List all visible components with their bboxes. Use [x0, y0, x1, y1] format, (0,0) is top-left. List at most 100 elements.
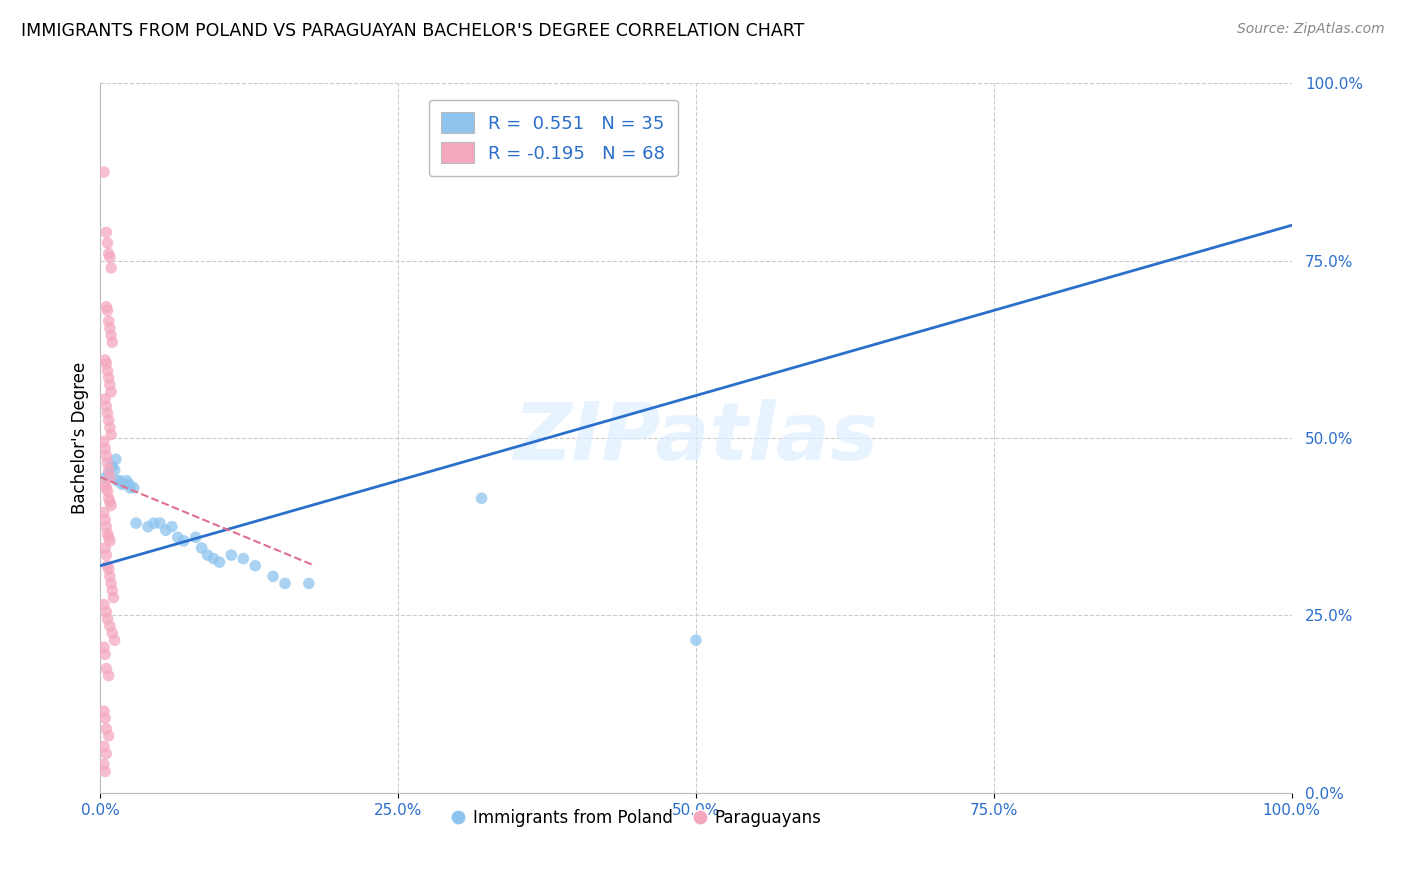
Point: [101, 459, 124, 474]
Point: [97, 530, 120, 544]
Point: [100, 427, 122, 442]
Point: [93, 434, 115, 449]
Point: [96, 558, 118, 573]
Point: [98, 495, 121, 509]
Point: [98, 321, 121, 335]
Point: [94, 648, 117, 662]
Point: [136, 519, 159, 533]
Point: [98, 533, 121, 548]
Point: [94, 711, 117, 725]
Point: [125, 516, 148, 530]
Point: [184, 530, 207, 544]
Point: [98, 377, 121, 392]
Text: IMMIGRANTS FROM POLAND VS PARAGUAYAN BACHELOR'S DEGREE CORRELATION CHART: IMMIGRANTS FROM POLAND VS PARAGUAYAN BAC…: [21, 22, 804, 40]
Point: [100, 499, 122, 513]
Point: [96, 364, 118, 378]
Point: [202, 551, 225, 566]
Point: [96, 226, 118, 240]
Point: [97, 246, 120, 260]
Point: [97, 491, 120, 506]
Point: [96, 470, 118, 484]
Point: [197, 548, 219, 562]
Point: [97, 371, 120, 385]
Point: [104, 633, 127, 648]
Point: [93, 598, 115, 612]
Point: [101, 626, 124, 640]
Point: [97, 314, 120, 328]
Point: [143, 516, 166, 530]
Point: [96, 722, 118, 736]
Point: [173, 533, 195, 548]
Point: [104, 452, 127, 467]
Point: [100, 576, 122, 591]
Point: [97, 467, 120, 481]
Point: [97, 562, 120, 576]
Point: [93, 165, 115, 179]
Point: [94, 392, 117, 406]
Point: [94, 541, 117, 555]
Point: [111, 477, 134, 491]
Point: [93, 739, 115, 754]
Point: [166, 530, 188, 544]
Point: [93, 640, 115, 655]
Point: [245, 558, 267, 573]
Point: [96, 661, 118, 675]
Point: [96, 519, 118, 533]
Point: [103, 591, 125, 605]
Point: [98, 470, 121, 484]
Point: [96, 300, 118, 314]
Point: [94, 477, 117, 491]
Point: [471, 491, 494, 506]
Point: [104, 463, 127, 477]
Point: [120, 481, 142, 495]
Point: [96, 526, 118, 541]
Point: [97, 668, 120, 682]
Point: [97, 413, 120, 427]
Point: [298, 576, 321, 591]
Legend: Immigrants from Poland, Paraguayans: Immigrants from Poland, Paraguayans: [444, 803, 828, 834]
Point: [96, 484, 118, 499]
Text: Source: ZipAtlas.com: Source: ZipAtlas.com: [1237, 22, 1385, 37]
Point: [96, 612, 118, 626]
Point: [96, 481, 118, 495]
Point: [118, 477, 141, 491]
Point: [190, 541, 212, 555]
Point: [94, 513, 117, 527]
Point: [100, 260, 122, 275]
Point: [232, 551, 254, 566]
Point: [101, 583, 124, 598]
Point: [108, 474, 131, 488]
Point: [96, 399, 118, 413]
Point: [96, 747, 118, 761]
Point: [96, 406, 118, 420]
Point: [93, 506, 115, 520]
Text: ZIPatlas: ZIPatlas: [513, 399, 879, 477]
Point: [262, 569, 284, 583]
Point: [100, 459, 122, 474]
Point: [208, 555, 231, 569]
Point: [115, 474, 138, 488]
Point: [96, 456, 118, 470]
Point: [101, 335, 124, 350]
Point: [98, 420, 121, 434]
Point: [105, 474, 128, 488]
Point: [98, 569, 121, 583]
Y-axis label: Bachelor's Degree: Bachelor's Degree: [72, 362, 89, 514]
Point: [100, 328, 122, 343]
Point: [94, 764, 117, 779]
Point: [96, 303, 118, 318]
Point: [149, 516, 172, 530]
Point: [122, 481, 145, 495]
Point: [96, 605, 118, 619]
Point: [94, 353, 117, 368]
Point: [685, 633, 707, 648]
Point: [93, 757, 115, 772]
Point: [97, 729, 120, 743]
Point: [96, 357, 118, 371]
Point: [98, 250, 121, 264]
Point: [160, 519, 183, 533]
Point: [96, 548, 118, 562]
Point: [94, 442, 117, 456]
Point: [96, 235, 118, 250]
Point: [274, 576, 297, 591]
